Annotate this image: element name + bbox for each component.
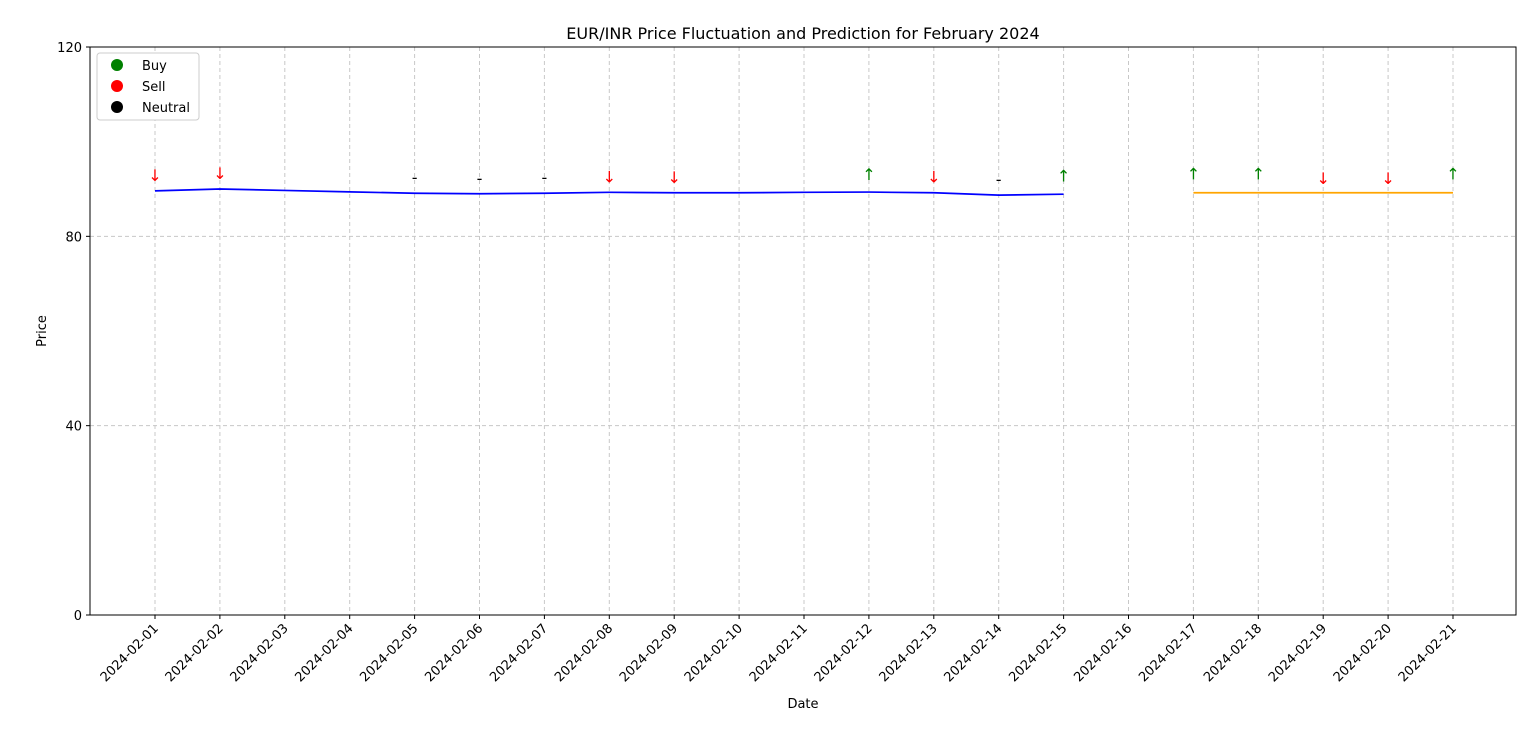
- signal-neutral-marker: -: [996, 170, 1002, 189]
- legend-label-buy: Buy: [142, 59, 167, 74]
- y-axis: 0 40 80 120: [57, 41, 90, 624]
- x-tick-label: 2024-02-12: [812, 621, 876, 685]
- signal-neutral-marker: -: [477, 169, 483, 188]
- x-tick-label: 2024-02-21: [1396, 621, 1460, 685]
- x-tick-label: 2024-02-17: [1136, 621, 1200, 685]
- x-tick-label: 2024-02-15: [1006, 621, 1070, 685]
- y-axis-label: Price: [35, 315, 50, 347]
- signal-buy-marker: ↑: [1057, 167, 1070, 186]
- y-tick-label: 120: [57, 41, 82, 56]
- chart-title: EUR/INR Price Fluctuation and Prediction…: [566, 24, 1039, 43]
- legend-marker-neutral: [111, 101, 123, 113]
- signal-buy-marker: ↑: [862, 165, 875, 184]
- signal-sell-marker: ↓: [927, 168, 940, 187]
- y-tick-label: 80: [65, 230, 82, 245]
- x-tick-label: 2024-02-03: [228, 621, 292, 685]
- signal-buy-marker: ↑: [1252, 164, 1265, 183]
- legend-marker-sell: [111, 80, 123, 92]
- signal-sell-marker: ↓: [213, 164, 226, 183]
- legend-box: [96, 52, 200, 121]
- x-tick-label: 2024-02-19: [1266, 621, 1330, 685]
- series-lines: [154, 188, 1453, 197]
- x-tick-label: 2024-02-13: [877, 621, 941, 685]
- x-tick-label: 2024-02-08: [552, 621, 616, 685]
- signal-neutral-marker: -: [412, 168, 418, 187]
- signal-buy-marker: ↑: [1446, 164, 1459, 183]
- x-tick-label: 2024-02-04: [292, 621, 356, 685]
- x-tick-label: 2024-02-18: [1201, 621, 1265, 685]
- x-tick-label: 2024-02-06: [422, 621, 486, 685]
- x-tick-label: 2024-02-11: [747, 621, 811, 685]
- x-tick-label: 2024-02-20: [1331, 621, 1395, 685]
- x-tick-label: 2024-02-05: [357, 621, 421, 685]
- legend-label-sell: Sell: [142, 80, 165, 95]
- signal-sell-marker: ↓: [667, 168, 680, 187]
- y-tick-label: 40: [65, 420, 82, 435]
- x-tick-label: 2024-02-14: [941, 621, 1005, 685]
- x-tick-label: 2024-02-02: [163, 621, 227, 685]
- signal-buy-marker: ↑: [1187, 164, 1200, 183]
- signal-sell-marker: ↓: [148, 166, 161, 185]
- plot-frame: [89, 46, 1517, 616]
- legend-label-neutral: Neutral: [142, 101, 190, 116]
- legend-marker-buy: [111, 59, 123, 71]
- x-tick-label: 2024-02-01: [98, 621, 162, 685]
- signal-sell-marker: ↓: [1381, 169, 1394, 188]
- y-tick-label: 0: [74, 609, 82, 624]
- series-line: [154, 188, 1064, 197]
- signal-sell-marker: ↓: [603, 168, 616, 187]
- x-axis: 2024-02-01 2024-02-02 2024-02-03 2024-02-04…: [98, 615, 1460, 685]
- signal-sell-marker: ↓: [1316, 169, 1329, 188]
- x-tick-label: 2024-02-07: [487, 621, 551, 685]
- x-tick-label: 2024-02-09: [617, 621, 681, 685]
- signal-neutral-marker: -: [542, 168, 548, 187]
- legend: Buy Sell Neutral: [96, 52, 200, 121]
- x-axis-label: Date: [787, 697, 818, 712]
- x-tick-label: 2024-02-16: [1071, 621, 1135, 685]
- signal-markers: ↓ ↓ - - - ↓ ↓ ↑ ↓ - ↑ ↑ ↑ ↓ ↓ ↑: [148, 164, 1459, 189]
- grid: [90, 46, 1516, 616]
- x-tick-label: 2024-02-10: [682, 621, 746, 685]
